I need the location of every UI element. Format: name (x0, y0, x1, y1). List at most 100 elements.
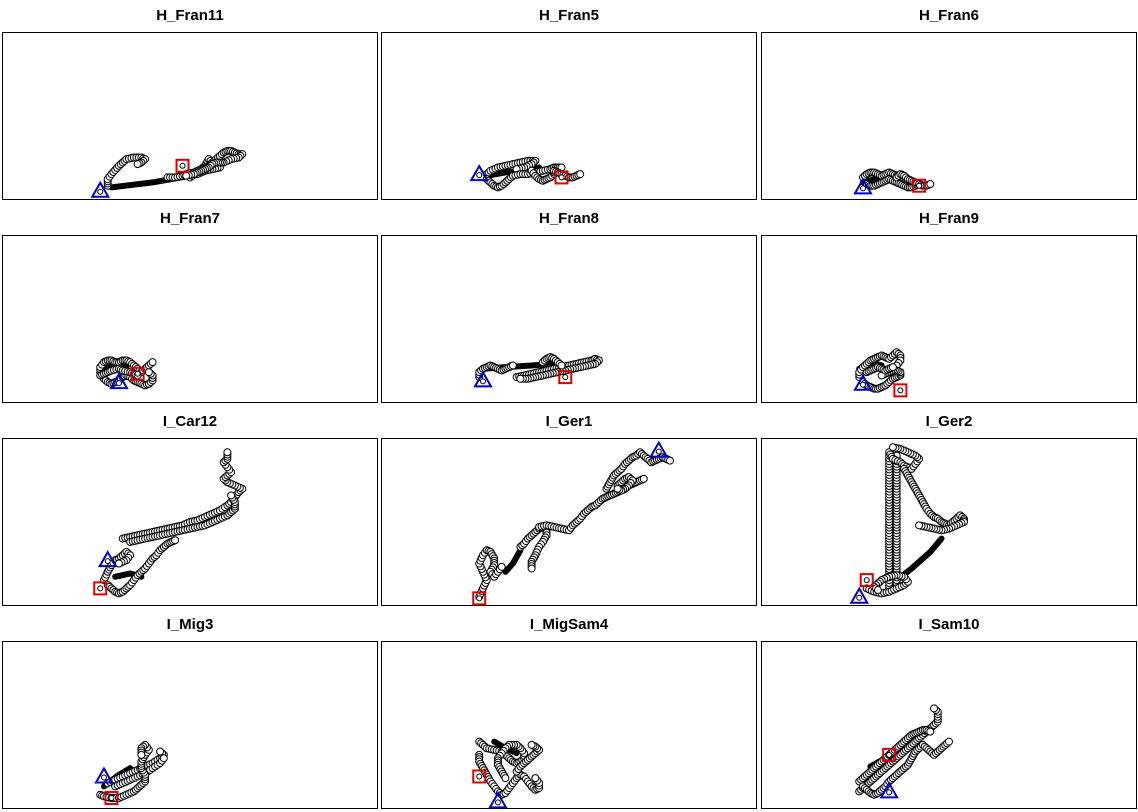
track-point (156, 747, 165, 756)
end-marker-square (472, 769, 487, 784)
panel-plot-i-mig3 (2, 641, 378, 809)
track-point (497, 562, 506, 571)
track-point (926, 180, 935, 189)
track-point (888, 443, 897, 452)
track-point (915, 521, 924, 530)
start-marker-triangle (109, 372, 129, 390)
end-point (97, 585, 104, 592)
start-point (115, 380, 122, 387)
track-point (501, 774, 510, 783)
end-marker-square (175, 158, 190, 173)
track-point (531, 774, 540, 783)
end-marker-square (104, 791, 119, 806)
panel-plot-i-ger1 (381, 438, 757, 606)
panel-title-i-ger1: I_Ger1 (545, 413, 593, 430)
panel-title-h-fran11: H_Fran11 (156, 7, 224, 24)
track-dense-segment (502, 547, 524, 575)
end-marker-square (859, 573, 874, 588)
track-point (665, 456, 674, 465)
end-point (134, 370, 141, 377)
track-point (148, 358, 157, 367)
track-point (182, 171, 191, 180)
track-point (159, 754, 168, 763)
end-point (476, 595, 483, 602)
panel-plot-h-fran9 (761, 235, 1137, 403)
end-marker-square (93, 581, 108, 596)
panel-title-i-mig3: I_Mig3 (166, 616, 214, 633)
panel-plot-h-fran5 (381, 32, 757, 200)
track-point (576, 170, 585, 179)
panel-plot-i-ger2 (761, 438, 1137, 606)
panel-title-h-fran7: H_Fran7 (159, 210, 221, 227)
panel-title-i-migsam4: I_MigSam4 (529, 616, 609, 633)
plot-frame (761, 32, 1137, 200)
panel-plot-h-fran7 (2, 235, 378, 403)
track-point (227, 491, 236, 500)
start-marker-triangle (90, 180, 110, 198)
start-point (494, 799, 501, 806)
start-point (859, 381, 866, 388)
panel-title-i-car12: I_Car12 (162, 413, 218, 430)
end-point (916, 182, 923, 189)
panel-plot-h-fran8 (381, 235, 757, 403)
track-point (557, 361, 566, 370)
track-point (888, 363, 897, 372)
start-marker-triangle (94, 766, 114, 784)
track-point (930, 704, 939, 713)
start-point (479, 378, 486, 385)
start-point (100, 774, 107, 781)
track-point (223, 448, 232, 457)
plot-frame (2, 641, 378, 809)
start-point (104, 558, 111, 565)
track-point (527, 564, 536, 573)
panel-title-i-ger2: I_Ger2 (925, 413, 973, 430)
end-marker-square (912, 178, 927, 193)
start-marker-triangle (473, 370, 493, 388)
track-point (945, 737, 953, 746)
plot-frame (2, 32, 378, 200)
start-marker-triangle (97, 550, 118, 568)
start-point (886, 789, 893, 796)
end-point (179, 162, 186, 169)
plot-frame (381, 641, 757, 809)
end-marker-square (893, 383, 908, 398)
start-marker-triangle (488, 791, 508, 809)
plot-frame (381, 235, 757, 403)
track-point (508, 361, 517, 370)
start-marker-triangle (879, 781, 899, 799)
panel-plot-i-migsam4 (381, 641, 757, 809)
end-point (863, 577, 870, 584)
end-marker-square (558, 370, 573, 385)
panel-plot-h-fran6 (761, 32, 1137, 200)
plot-frame (761, 641, 1137, 809)
track-point (114, 559, 123, 568)
track-point (873, 586, 882, 595)
track-point (171, 536, 180, 545)
start-marker-triangle (469, 164, 489, 182)
panel-plot-i-sam10 (761, 641, 1137, 809)
panel-plot-i-car12 (2, 438, 378, 606)
end-marker-square (130, 366, 145, 381)
start-marker-triangle (853, 373, 873, 391)
track-point (144, 368, 153, 377)
start-marker-triangle (849, 586, 869, 604)
panel-title-h-fran6: H_Fran6 (918, 7, 980, 24)
end-point (562, 374, 569, 381)
track-point (516, 374, 525, 383)
plot-frame (761, 438, 1137, 606)
plot-frame (381, 438, 757, 606)
plot-frame (761, 235, 1137, 403)
plot-frame (381, 32, 757, 200)
start-point (97, 188, 104, 195)
end-marker-square (882, 747, 897, 762)
start-point (655, 448, 662, 455)
panel-title-h-fran8: H_Fran8 (538, 210, 600, 227)
end-marker-square (472, 591, 487, 606)
start-marker-triangle (649, 440, 669, 458)
track-point (137, 750, 146, 759)
start-point (856, 594, 863, 601)
end-point (476, 773, 483, 780)
panel-title-h-fran5: H_Fran5 (538, 7, 600, 24)
plot-frame (2, 235, 378, 403)
